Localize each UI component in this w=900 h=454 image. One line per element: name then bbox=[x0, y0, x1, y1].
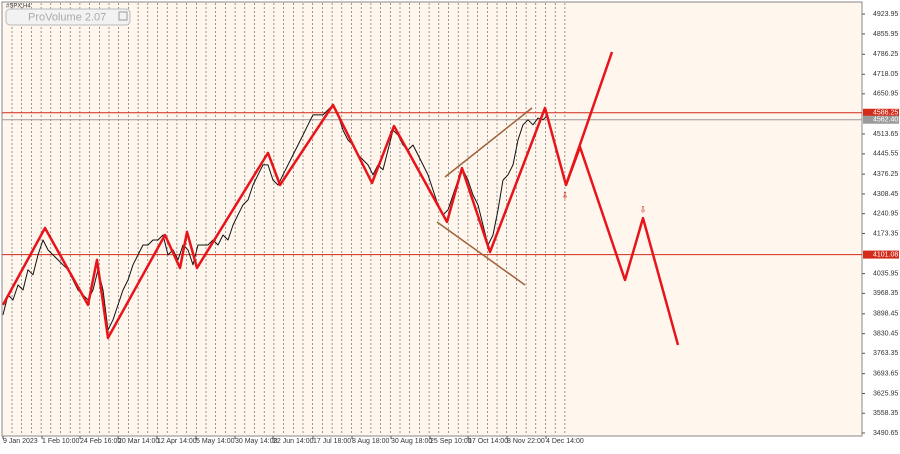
indicator-box bbox=[5, 8, 131, 26]
y-tick-label: 3558.35 bbox=[873, 410, 898, 417]
y-tick-label: 3625.95 bbox=[873, 390, 898, 397]
y-tick-label: 4308.45 bbox=[873, 191, 898, 198]
y-tick-label: 4376.25 bbox=[873, 171, 898, 178]
x-tick-label: 4 Dec 14:00 bbox=[546, 438, 584, 445]
y-tick-label: 4173.35 bbox=[873, 230, 898, 237]
level-label: 4562.40 bbox=[873, 117, 898, 124]
y-tick-label: 3490.65 bbox=[873, 430, 898, 437]
vertical-grid bbox=[11, 3, 566, 435]
chart-layer: 4923.95 4855.95 4786.25 4718.05 4650.95 4513.… bbox=[1, 11, 899, 445]
level-label: 4586.25 bbox=[873, 110, 898, 117]
y-tick-label: 4718.05 bbox=[873, 71, 898, 78]
y-tick-label: 3898.45 bbox=[873, 311, 898, 318]
x-tick-label: 30 Aug 18:00 bbox=[391, 438, 432, 445]
level-label: 4101.08 bbox=[873, 251, 898, 258]
x-tick-label: 25 Sep 10:00 bbox=[430, 438, 472, 445]
y-tick-label: 3693.65 bbox=[873, 371, 898, 378]
level-tag bbox=[863, 115, 899, 124]
y-tick-label: 3763.35 bbox=[873, 350, 898, 357]
y-tick-label: 4650.95 bbox=[873, 91, 898, 98]
x-tick-label: 9 Jan 2023 bbox=[3, 438, 38, 445]
y-tick-label: 4445.55 bbox=[873, 151, 898, 158]
y-tick-label: 4240.95 bbox=[873, 211, 898, 218]
y-tick-label: 4513.65 bbox=[873, 131, 898, 138]
x-tick-label: 20 Mar 14:00 bbox=[118, 438, 159, 445]
series-line bbox=[564, 51, 614, 186]
level-tag bbox=[863, 250, 899, 259]
y-tick-label: 3830.45 bbox=[873, 331, 898, 338]
level-tag bbox=[863, 108, 899, 117]
x-tick-label: 22 Jun 14:00 bbox=[273, 438, 314, 445]
plot-area bbox=[1, 1, 863, 437]
x-tick-label: 8 Nov 22:00 bbox=[507, 438, 545, 445]
indicator-icon[interactable] bbox=[118, 11, 128, 21]
x-tick-label: 24 Feb 16:00 bbox=[80, 438, 121, 445]
y-tick-label: 3968.35 bbox=[873, 290, 898, 297]
y-tick-label: 4923.95 bbox=[873, 11, 898, 18]
y-tick-label: 4035.95 bbox=[873, 270, 898, 277]
y-tick-label: 4786.25 bbox=[873, 51, 898, 58]
x-tick-label: 1 Feb 10:00 bbox=[42, 438, 79, 445]
symbol: #SPX,H4 bbox=[6, 4, 31, 10]
channel-line bbox=[444, 107, 533, 178]
x-tick-label: 12 Apr 14:00 bbox=[157, 438, 197, 445]
x-tick-label: 8 Aug 18:00 bbox=[352, 438, 389, 445]
x-tick-label: 17 Oct 14:00 bbox=[468, 438, 508, 445]
x-tick-label: 30 May 14:00 bbox=[235, 438, 278, 445]
arrow-icon: ⇩ bbox=[561, 190, 569, 200]
x-tick-label: 5 May 14:00 bbox=[196, 438, 235, 445]
arrow-icon: ⇩ bbox=[639, 204, 647, 214]
y-tick-label: 4855.95 bbox=[873, 31, 898, 38]
indicator-label: ProVolume 2.07 bbox=[28, 11, 106, 23]
x-tick-label: 17 Jul 18:00 bbox=[313, 438, 351, 445]
channel-line bbox=[436, 221, 526, 286]
